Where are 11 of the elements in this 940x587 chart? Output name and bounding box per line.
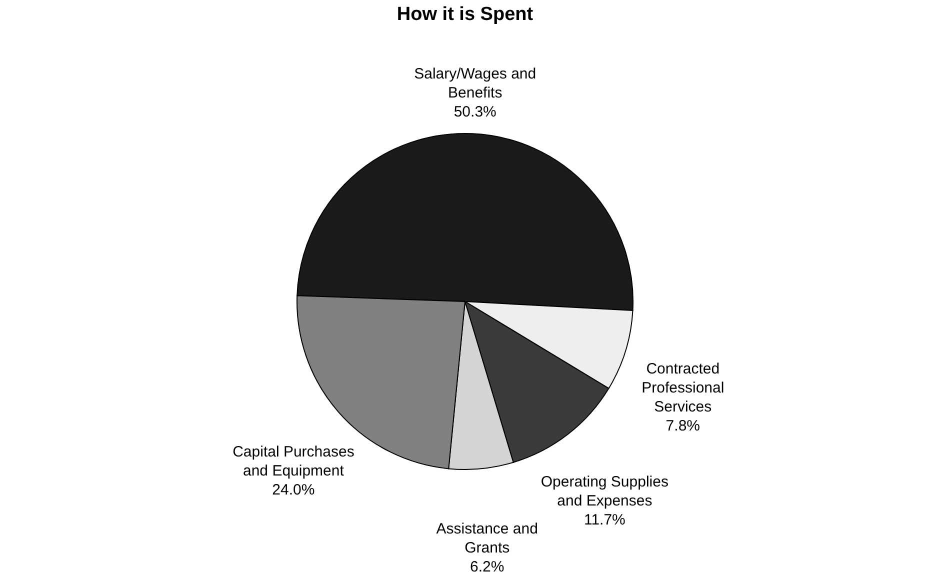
data-label: 50.3% <box>454 104 496 121</box>
slice-label: Operating Supplies and Expenses <box>540 474 668 510</box>
data-label: 24.0% <box>272 482 315 499</box>
chart-title: How it is Spent <box>396 4 534 25</box>
slice-label: Assistance and Grants <box>436 520 538 556</box>
data-label: 6.2% <box>470 558 504 576</box>
slice-label: Contracted Professional Services <box>642 360 724 416</box>
data-label: 11.7% <box>584 512 626 529</box>
data-label: 7.8% <box>666 418 700 435</box>
slice-label: Salary/Wages and Benefits <box>414 66 536 102</box>
slice-label: Capital Purchases and Equipment <box>232 444 354 480</box>
